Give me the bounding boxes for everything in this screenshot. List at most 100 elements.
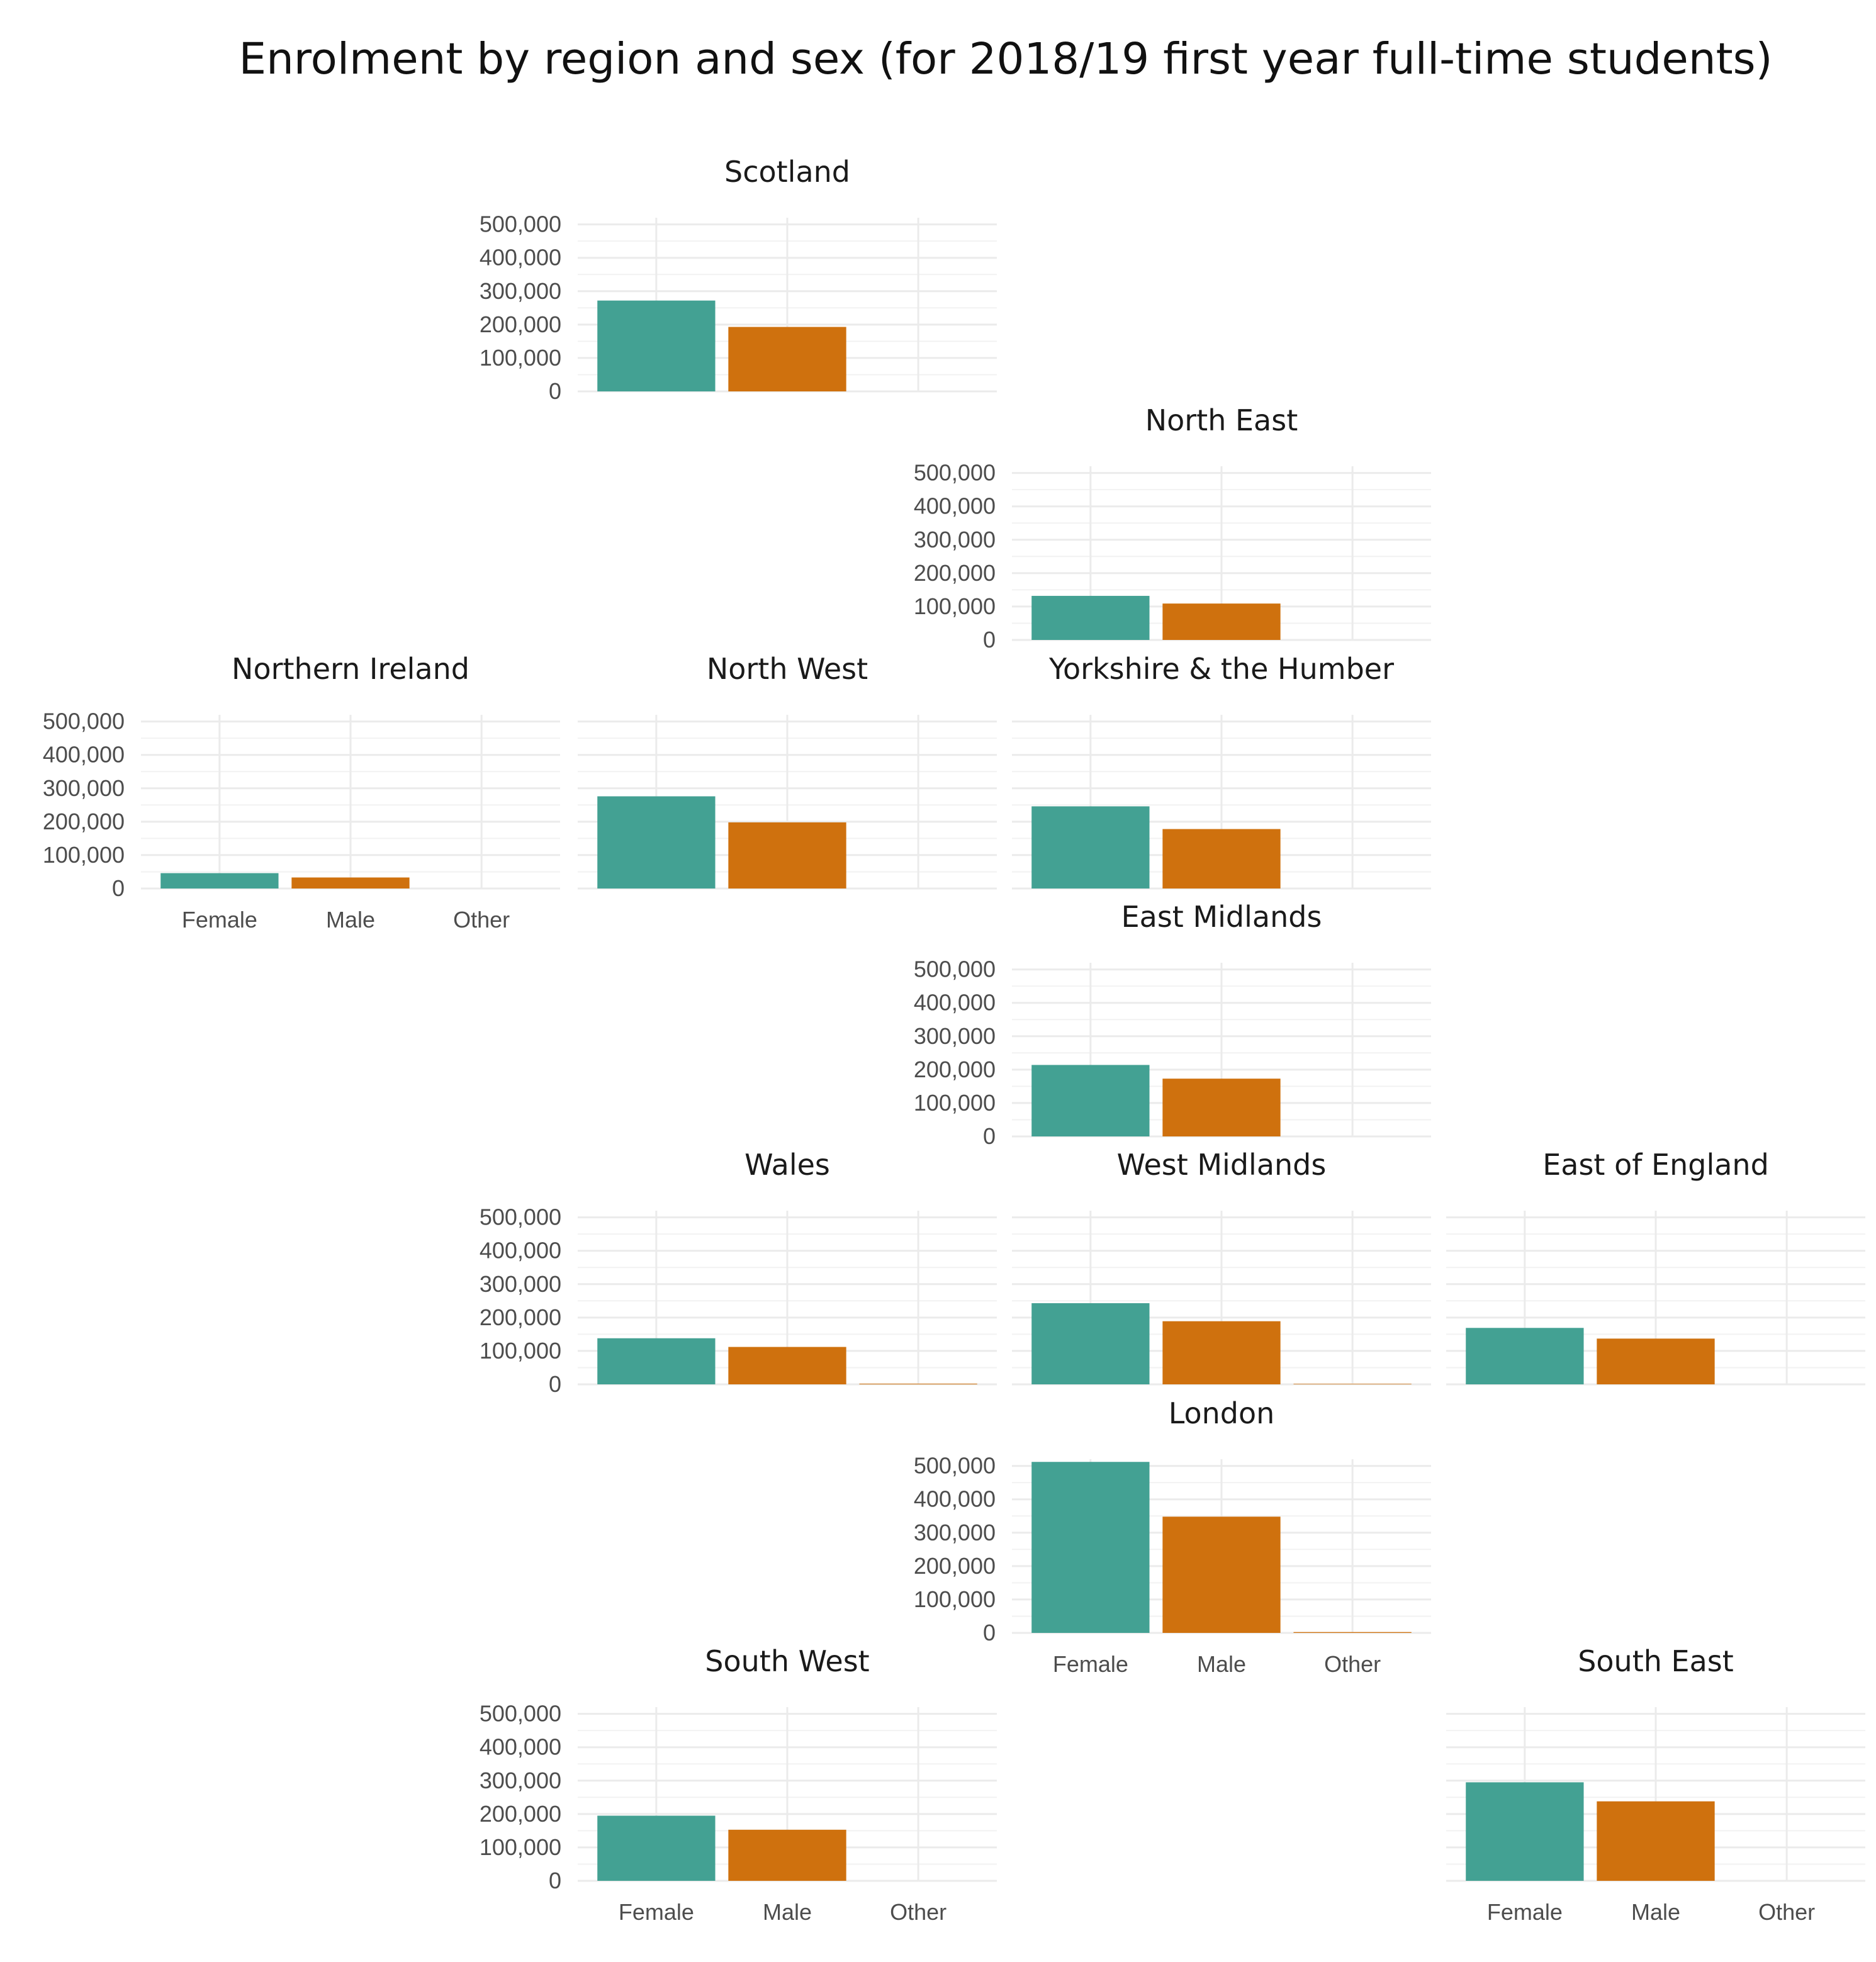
bar-wales-male (728, 1347, 846, 1384)
bar-south-west-female (597, 1815, 716, 1881)
y-tick-label: 300,000 (480, 278, 561, 304)
x-tick-label-other: Other (1324, 1651, 1381, 1677)
bar-scotland-female (597, 300, 716, 391)
bar-north-east-male (1162, 603, 1281, 640)
bar-west-midlands-female (1031, 1303, 1150, 1384)
y-tick-label: 300,000 (914, 1520, 996, 1545)
y-tick-label: 0 (549, 1868, 561, 1893)
bar-northern-ireland-male (291, 877, 410, 889)
facet-east-midlands: East Midlands 0 100,000 200,000 300,000 400,0… (914, 900, 1431, 1149)
x-tick-label-female: Female (619, 1899, 694, 1925)
facet-label-london: London (1169, 1396, 1275, 1430)
facet-north-west: North West (578, 652, 997, 890)
y-tick-label: 400,000 (914, 493, 996, 519)
y-tick-label: 400,000 (480, 1734, 561, 1760)
x-tick-label-female: Female (182, 907, 257, 933)
y-tick-label: 200,000 (914, 1553, 996, 1579)
facet-label-east-midlands: East Midlands (1121, 900, 1322, 934)
chart-title: Enrolment by region and sex (for 2018/19… (239, 34, 1772, 84)
bar-north-west-male (728, 822, 846, 889)
y-tick-label: 0 (549, 378, 561, 404)
x-tick-label-female: Female (1053, 1651, 1128, 1677)
bar-east-midlands-male (1162, 1079, 1281, 1136)
facet-london: London 0 100,000 200,000 300,000 400,000 500,0… (914, 1396, 1431, 1677)
bar-wales-female (597, 1338, 716, 1384)
y-tick-label: 0 (983, 1123, 996, 1149)
facet-label-west-midlands: West Midlands (1117, 1148, 1327, 1182)
y-tick-label: 200,000 (480, 1304, 561, 1330)
facet-wales: Wales 0 100,000 200,000 300,000 400,000 500,00… (480, 1148, 997, 1397)
y-tick-label: 100,000 (914, 593, 996, 619)
y-tick-label: 300,000 (480, 1271, 561, 1297)
y-tick-label: 0 (112, 875, 125, 901)
y-tick-label: 100,000 (43, 842, 125, 868)
bar-west-midlands-male (1162, 1321, 1281, 1384)
y-tick-label: 400,000 (480, 245, 561, 271)
y-tick-label: 200,000 (914, 1057, 996, 1082)
y-tick-label: 200,000 (480, 311, 561, 337)
y-tick-label: 0 (549, 1371, 561, 1397)
y-tick-label: 300,000 (914, 527, 996, 552)
bar-south-west-male (728, 1829, 846, 1881)
facet-label-south-east: South East (1578, 1644, 1734, 1678)
x-tick-label-male: Male (763, 1899, 812, 1925)
y-tick-label: 500,000 (480, 1701, 561, 1727)
x-tick-label-other: Other (1758, 1899, 1815, 1925)
y-tick-label: 100,000 (914, 1586, 996, 1612)
y-tick-label: 400,000 (480, 1238, 561, 1264)
facet-south-east: South East Female Male Other (1446, 1644, 1865, 1925)
bar-scotland-male (728, 327, 846, 391)
y-tick-label: 500,000 (914, 1453, 996, 1479)
facet-yorkshire-and-the-humber: Yorkshire & the Humber (1012, 652, 1431, 890)
y-tick-label: 100,000 (480, 1834, 561, 1860)
facet-label-wales: Wales (744, 1148, 830, 1182)
bar-north-east-female (1031, 595, 1150, 640)
facet-label-north-east: North East (1145, 403, 1298, 437)
facet-scotland: Scotland 0 100,000 200,000 300,000 400,000 500… (480, 155, 997, 404)
y-tick-label: 200,000 (43, 809, 125, 834)
facet-label-scotland: Scotland (724, 155, 850, 189)
bar-yorkshire-and-the-humber-female (1031, 806, 1150, 889)
facet-west-midlands: West Midlands (1012, 1148, 1431, 1386)
bar-yorkshire-and-the-humber-male (1162, 829, 1281, 889)
y-tick-label: 100,000 (480, 345, 561, 371)
x-tick-label-male: Male (1197, 1651, 1246, 1677)
facet-north-east: North East 0 100,000 200,000 300,000 400,000 5… (914, 403, 1431, 653)
x-tick-label-other: Other (453, 907, 510, 933)
y-tick-label: 0 (983, 1620, 996, 1645)
y-tick-label: 100,000 (914, 1090, 996, 1116)
facet-south-west: South West 0 100,000 200,000 300,000 400,000 5… (480, 1644, 997, 1925)
x-tick-label-female: Female (1487, 1899, 1563, 1925)
y-tick-label: 200,000 (480, 1801, 561, 1827)
y-tick-label: 300,000 (43, 775, 125, 801)
facet-east-of-england: East of England (1446, 1148, 1865, 1386)
y-tick-label: 100,000 (480, 1338, 561, 1364)
y-tick-label: 400,000 (914, 1486, 996, 1512)
facet-label-northern-ireland: Northern Ireland (232, 652, 469, 686)
bar-east-midlands-female (1031, 1065, 1150, 1136)
bar-london-female (1031, 1462, 1150, 1633)
bar-london-male (1162, 1516, 1281, 1633)
y-tick-label: 0 (983, 627, 996, 653)
y-tick-label: 500,000 (43, 709, 125, 734)
facet-label-south-west: South West (705, 1644, 869, 1678)
bar-south-east-male (1597, 1801, 1715, 1881)
bar-east-of-england-female (1466, 1328, 1584, 1384)
x-tick-label-male: Male (326, 907, 375, 933)
y-tick-label: 500,000 (480, 211, 561, 237)
x-tick-label-male: Male (1631, 1899, 1680, 1925)
y-tick-label: 500,000 (914, 460, 996, 486)
bar-east-of-england-male (1597, 1338, 1715, 1384)
y-tick-label: 300,000 (480, 1768, 561, 1793)
y-tick-label: 300,000 (914, 1023, 996, 1049)
bar-northern-ireland-female (160, 873, 279, 889)
y-tick-label: 200,000 (914, 560, 996, 586)
facet-northern-ireland: Northern Ireland 0 100,000 200,000 300,000 40… (43, 652, 560, 933)
x-tick-label-other: Other (890, 1899, 946, 1925)
bar-south-east-female (1466, 1782, 1584, 1881)
y-tick-label: 500,000 (480, 1204, 561, 1230)
bar-london-other (1293, 1632, 1412, 1633)
y-tick-label: 500,000 (914, 956, 996, 982)
y-tick-label: 400,000 (914, 990, 996, 1016)
